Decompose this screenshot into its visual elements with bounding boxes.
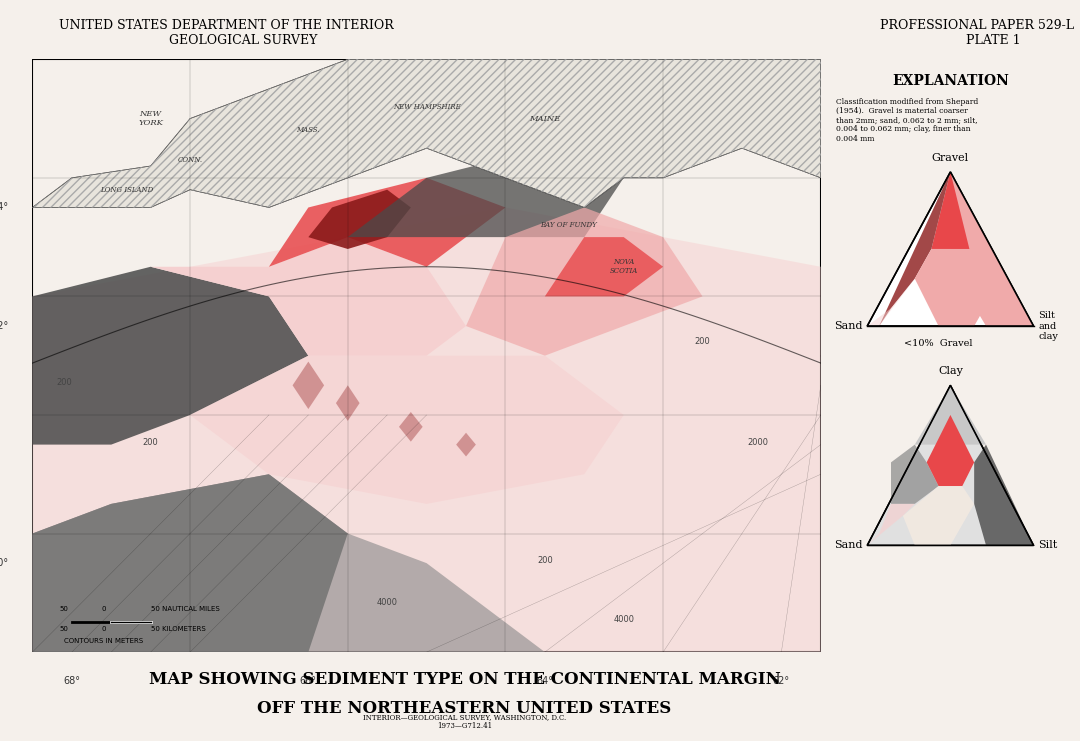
Text: 62°: 62° (773, 676, 789, 685)
Text: LONG ISLAND: LONG ISLAND (100, 186, 153, 193)
Text: 72°: 72° (0, 321, 9, 331)
Polygon shape (867, 504, 915, 545)
Text: NEW HAMPSHIRE: NEW HAMPSHIRE (393, 103, 460, 110)
Text: 200: 200 (694, 337, 711, 346)
Polygon shape (32, 474, 348, 652)
Text: CONN.: CONN. (177, 156, 203, 164)
Text: EXPLANATION: EXPLANATION (892, 74, 1009, 88)
Polygon shape (336, 385, 360, 421)
Text: Sand: Sand (834, 540, 863, 551)
Text: 50: 50 (59, 605, 68, 611)
Text: 50 KILOMETERS: 50 KILOMETERS (151, 626, 205, 632)
Text: PROFESSIONAL PAPER 529-L
        PLATE 1: PROFESSIONAL PAPER 529-L PLATE 1 (880, 19, 1075, 47)
Polygon shape (348, 148, 624, 237)
Polygon shape (867, 279, 915, 326)
Polygon shape (879, 172, 950, 326)
Text: 200: 200 (143, 438, 159, 447)
Text: 0: 0 (102, 626, 106, 632)
Polygon shape (399, 412, 422, 442)
Text: Sand: Sand (834, 321, 863, 331)
Text: 50: 50 (59, 626, 68, 632)
Text: 70°: 70° (0, 558, 9, 568)
Text: 4000: 4000 (613, 616, 634, 625)
Polygon shape (293, 362, 324, 409)
Text: 0: 0 (102, 605, 106, 611)
Text: 64°: 64° (537, 676, 553, 685)
Text: INTERIOR—GEOLOGICAL SURVEY, WASHINGTON, D.C.
1973—G712.41: INTERIOR—GEOLOGICAL SURVEY, WASHINGTON, … (363, 713, 566, 730)
Text: BAY OF FUNDY: BAY OF FUNDY (540, 222, 597, 229)
Polygon shape (915, 385, 986, 445)
Text: 200: 200 (56, 379, 71, 388)
Polygon shape (867, 172, 1034, 326)
Text: 200: 200 (537, 556, 553, 565)
Text: 2000: 2000 (747, 438, 768, 447)
Text: Silt: Silt (1038, 540, 1057, 551)
Polygon shape (32, 267, 309, 445)
Text: Clay: Clay (937, 367, 963, 376)
Text: <10%  Gravel: <10% Gravel (904, 339, 973, 348)
Text: 68°: 68° (64, 676, 80, 685)
Polygon shape (950, 172, 1034, 326)
Text: 74°: 74° (0, 202, 9, 213)
Polygon shape (151, 237, 467, 356)
Text: 4000: 4000 (377, 598, 397, 607)
Text: 66°: 66° (300, 676, 316, 685)
Polygon shape (931, 172, 970, 249)
Text: NEW
YORK: NEW YORK (138, 110, 163, 127)
Polygon shape (867, 385, 1034, 545)
Polygon shape (903, 486, 974, 545)
Polygon shape (32, 59, 821, 207)
Polygon shape (456, 433, 476, 456)
Polygon shape (974, 445, 1034, 545)
Text: OFF THE NORTHEASTERN UNITED STATES: OFF THE NORTHEASTERN UNITED STATES (257, 700, 672, 717)
Polygon shape (190, 356, 624, 504)
Polygon shape (891, 445, 939, 504)
Polygon shape (545, 237, 663, 296)
Text: UNITED STATES DEPARTMENT OF THE INTERIOR
        GEOLOGICAL SURVEY: UNITED STATES DEPARTMENT OF THE INTERIOR… (59, 19, 394, 47)
Text: CONTOURS IN METERS: CONTOURS IN METERS (64, 638, 143, 644)
Polygon shape (915, 249, 998, 326)
Polygon shape (927, 415, 974, 486)
Text: NOVA
SCOTIA: NOVA SCOTIA (609, 258, 638, 276)
Text: MASS.: MASS. (297, 127, 320, 134)
Polygon shape (309, 190, 410, 249)
Polygon shape (467, 207, 702, 356)
Text: Silt
and
clay: Silt and clay (1038, 311, 1058, 341)
Text: MAINE: MAINE (529, 115, 561, 122)
Polygon shape (32, 207, 821, 652)
Text: Classification modified from Shepard
(1954).  Gravel is material coarser
than 2m: Classification modified from Shepard (19… (836, 98, 978, 142)
Text: 50 NAUTICAL MILES: 50 NAUTICAL MILES (151, 605, 219, 611)
Text: Gravel: Gravel (932, 153, 969, 163)
Polygon shape (32, 474, 545, 652)
Polygon shape (269, 178, 505, 267)
Text: MAP SHOWING SEDIMENT TYPE ON THE CONTINENTAL MARGIN: MAP SHOWING SEDIMENT TYPE ON THE CONTINE… (149, 671, 780, 688)
